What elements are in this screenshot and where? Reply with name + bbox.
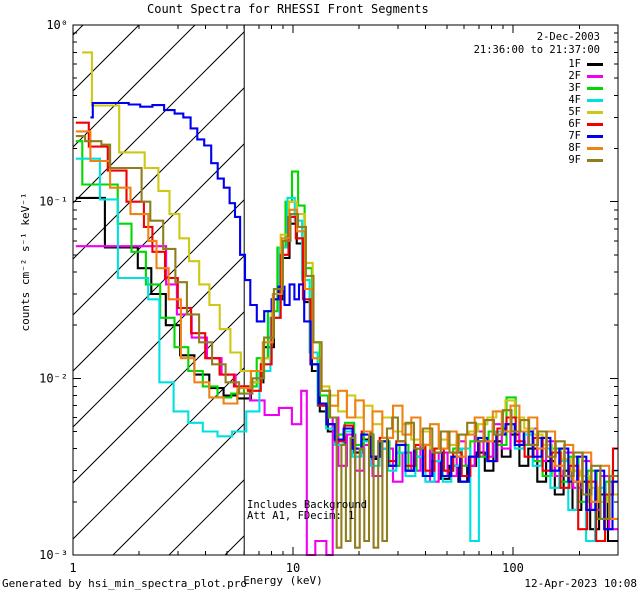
series-8F <box>75 130 618 520</box>
annotation-includes-background: Includes Background <box>247 499 368 511</box>
legend-item-6F: 6F <box>568 118 603 130</box>
legend-label: 6F <box>568 118 581 130</box>
x-tick-label: 100 <box>502 561 524 575</box>
legend-label: 8F <box>568 142 581 154</box>
legend-time-range: 21:36:00 to 21:37:00 <box>473 44 600 56</box>
x-axis-title: Energy (keV) <box>243 574 322 587</box>
legend-color-swatch <box>587 122 603 126</box>
legend-color-swatch <box>587 110 603 114</box>
legend-label: 7F <box>568 130 581 142</box>
legend-color-swatch <box>587 98 603 102</box>
legend-item-8F: 8F <box>568 142 603 154</box>
series-group <box>75 51 618 557</box>
legend-color-swatch <box>587 158 603 162</box>
legend-color-swatch <box>587 134 603 138</box>
legend-item-4F: 4F <box>568 94 603 106</box>
legend-color-swatch <box>587 74 603 78</box>
tick-labels: 1 10 100 10⁰ 10⁻¹ 10⁻² 10⁻³ <box>39 18 524 575</box>
y-tick-label: 10⁻³ <box>39 548 68 562</box>
legend-label: 3F <box>568 82 581 94</box>
legend-color-swatch <box>587 86 603 90</box>
legend-label: 9F <box>568 154 581 166</box>
legend-date: 2-Dec-2003 <box>536 31 600 43</box>
y-tick-label: 10⁻¹ <box>39 195 68 209</box>
legend-item-1F: 1F <box>568 58 603 70</box>
legend-label: 2F <box>568 70 581 82</box>
legend-item-3F: 3F <box>568 82 603 94</box>
y-tick-label: 10⁰ <box>46 18 68 32</box>
series-9F <box>75 135 618 549</box>
x-tick-label: 10 <box>286 561 300 575</box>
legend-item-9F: 9F <box>568 154 603 166</box>
y-tick-label: 10⁻² <box>39 371 68 385</box>
legend-color-swatch <box>587 62 603 66</box>
legend-item-2F: 2F <box>568 70 603 82</box>
legend-color-swatch <box>587 146 603 150</box>
legend-item-5F: 5F <box>568 106 603 118</box>
annotation-attenuator-state: Att A1, FDecim: 1 <box>247 510 355 522</box>
plot-title: Count Spectra for RHESSI Front Segments <box>147 2 429 16</box>
legend-item-7F: 7F <box>568 130 603 142</box>
legend: 1F 2F 3F 4F 5F 6F 7F 8F 9F <box>568 58 603 166</box>
y-axis-title: counts cm⁻² s⁻¹ keV⁻¹ <box>19 192 32 331</box>
legend-label: 4F <box>568 94 581 106</box>
render-timestamp: 12-Apr-2023 10:08 <box>524 577 637 590</box>
axes-frame <box>72 24 619 556</box>
x-tick-label: 1 <box>69 561 76 575</box>
generator-credit: Generated by hsi_min_spectra_plot.pro <box>2 577 248 590</box>
legend-label: 1F <box>568 58 581 70</box>
legend-label: 5F <box>568 106 581 118</box>
